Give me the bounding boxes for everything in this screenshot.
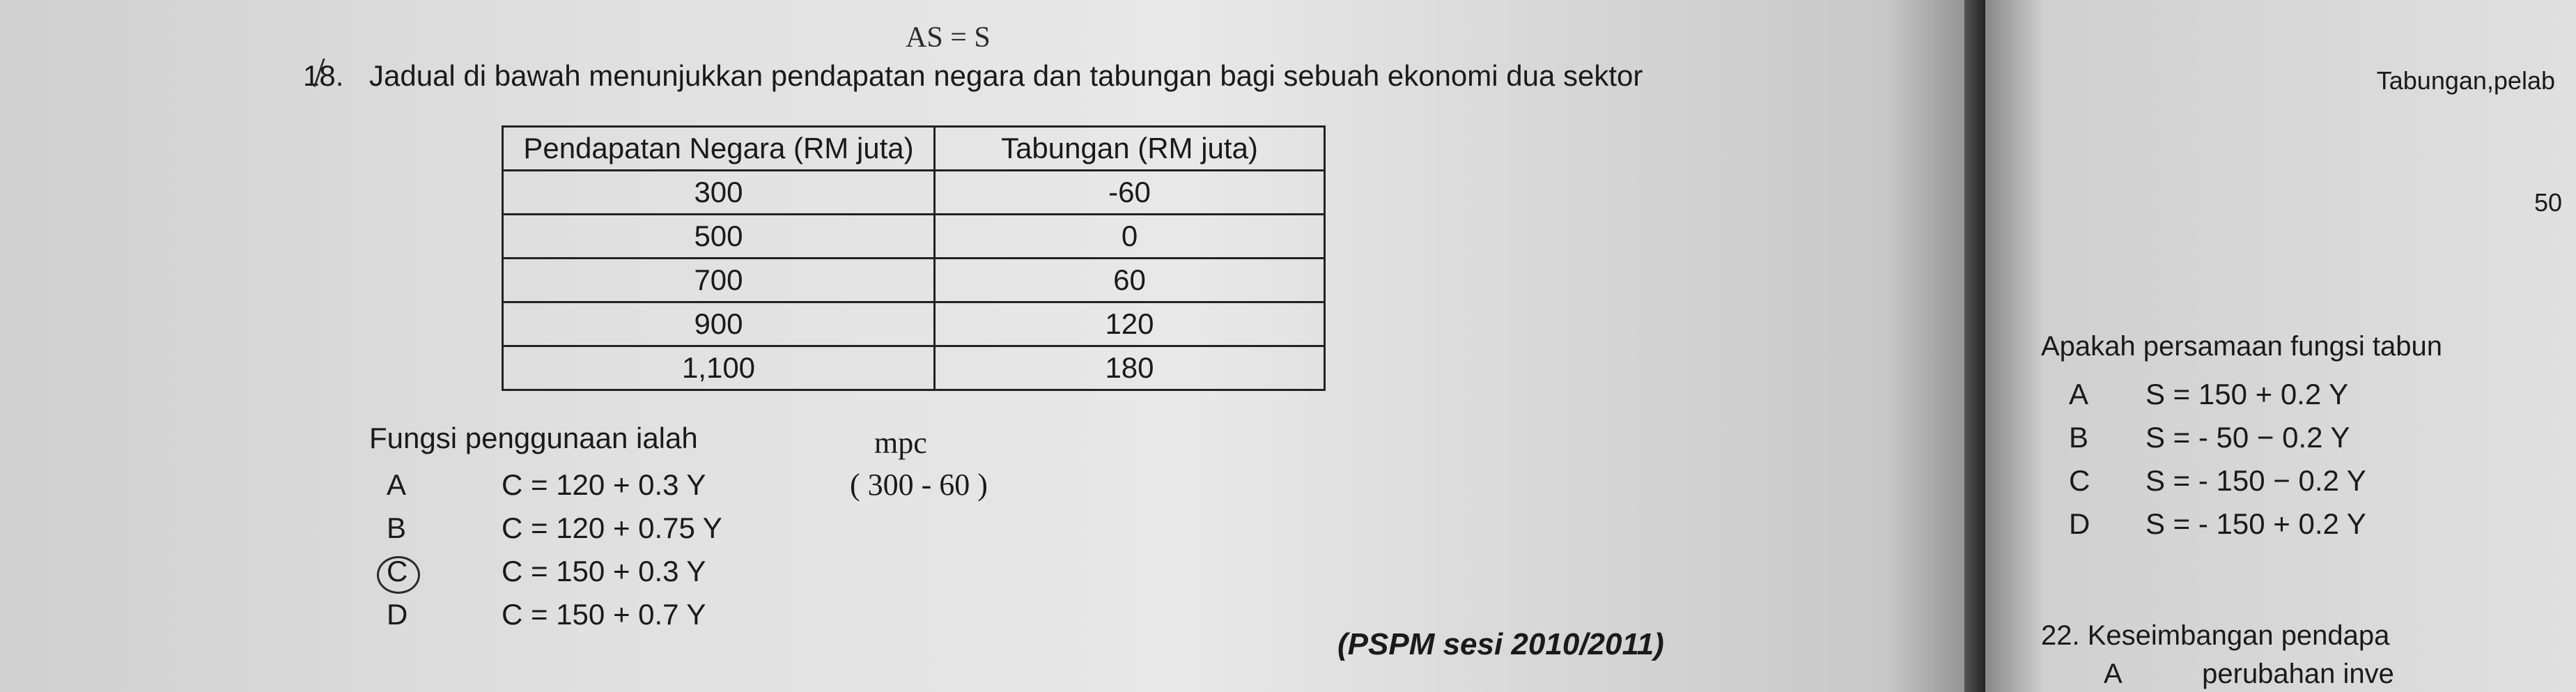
option-letter: A [387, 468, 502, 502]
table-cell: 0 [935, 215, 1325, 259]
table-row: 1,100 180 [503, 346, 1325, 390]
table-cell: 900 [503, 302, 935, 346]
option-formula: C = 150 + 0.7 Y [502, 598, 706, 631]
table-cell: 60 [935, 259, 1325, 302]
table-cell: 300 [503, 171, 935, 215]
right-page: Tabungan,pelab 50 Apakah persamaan fungs… [1985, 0, 2576, 692]
option-row: D S = - 150 + 0.2 Y [2069, 502, 2366, 546]
handwriting-mpc: mpc [874, 425, 927, 461]
table-row: 700 60 [503, 259, 1325, 302]
handwriting-calc: ( 300 - 60 ) [850, 467, 988, 502]
data-table: Pendapatan Negara (RM juta) Tabungan (RM… [502, 125, 1326, 391]
pspm-text: (PSPM sesi 2010/2011) [1337, 627, 1664, 662]
option-row: C C = 150 + 0.3 Y [387, 550, 722, 593]
fungsi-label: Fungsi penggunaan ialah [369, 422, 698, 455]
option-letter: D [2069, 507, 2146, 541]
handwriting-circle-icon [377, 556, 420, 594]
option-formula: S = - 150 − 0.2 Y [2146, 464, 2366, 498]
table-header: Tabungan (RM juta) [935, 127, 1325, 171]
option-letter: C [2069, 464, 2146, 498]
left-page: AS = S 18. / Jadual di bawah menunjukkan… [0, 0, 1985, 692]
table-cell: -60 [935, 171, 1325, 215]
right-question-text: Apakah persamaan fungsi tabun [2041, 331, 2442, 362]
handwriting-top: AS = S [906, 21, 991, 54]
table-row: 500 0 [503, 215, 1325, 259]
option-row: A S = 150 + 0.2 Y [2069, 373, 2366, 416]
option-row: A C = 120 + 0.3 Y [387, 463, 722, 507]
right-q22-text: 22. Keseimbangan pendapa [2041, 620, 2389, 652]
handwriting-strike: / [313, 49, 325, 97]
right-q22-sub: A perubahan inve [2104, 659, 2394, 690]
right-top-text: Tabungan,pelab [2377, 66, 2555, 95]
option-formula: C = 120 + 0.75 Y [502, 512, 722, 545]
table-header: Pendapatan Negara (RM juta) [503, 127, 935, 171]
table-row: 900 120 [503, 302, 1325, 346]
option-formula: C = 150 + 0.3 Y [502, 555, 706, 588]
option-formula: C = 120 + 0.3 Y [502, 468, 706, 502]
option-row: D C = 150 + 0.7 Y [387, 593, 722, 636]
option-letter: B [387, 512, 502, 545]
option-row: C S = - 150 − 0.2 Y [2069, 459, 2366, 502]
question-text: Jadual di bawah menunjukkan pendapatan n… [369, 59, 1643, 93]
table-row: 300 -60 [503, 171, 1325, 215]
option-formula: S = - 50 − 0.2 Y [2146, 421, 2350, 454]
option-text: perubahan inve [2202, 659, 2394, 689]
table-cell: 500 [503, 215, 935, 259]
option-letter: D [387, 598, 502, 631]
table-header-row: Pendapatan Negara (RM juta) Tabungan (RM… [503, 127, 1325, 171]
table-cell: 180 [935, 346, 1325, 390]
table-cell: 700 [503, 259, 935, 302]
option-letter: A [2104, 659, 2194, 690]
option-letter: C [387, 555, 502, 588]
right-fifty: 50 [2534, 188, 2562, 217]
right-options-list: A S = 150 + 0.2 Y B S = - 50 − 0.2 Y C S… [2069, 373, 2366, 546]
option-formula: S = 150 + 0.2 Y [2146, 378, 2348, 411]
option-row: B C = 120 + 0.75 Y [387, 507, 722, 550]
table-cell: 120 [935, 302, 1325, 346]
option-formula: S = - 150 + 0.2 Y [2146, 507, 2366, 541]
option-letter: B [2069, 421, 2146, 454]
table-cell: 1,100 [503, 346, 935, 390]
option-row: B S = - 50 − 0.2 Y [2069, 416, 2366, 459]
option-letter: A [2069, 378, 2146, 411]
options-list: A C = 120 + 0.3 Y B C = 120 + 0.75 Y C C… [387, 463, 722, 636]
